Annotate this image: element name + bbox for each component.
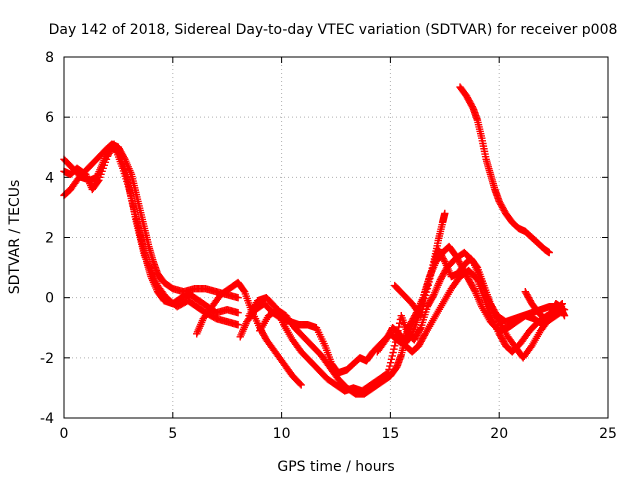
data-points xyxy=(60,83,569,398)
data-point xyxy=(420,298,428,306)
data-point xyxy=(100,161,108,169)
data-point xyxy=(387,355,396,364)
series-track-4 xyxy=(193,278,305,389)
data-point xyxy=(385,365,393,374)
data-point xyxy=(545,248,553,257)
data-point xyxy=(560,312,569,320)
x-tick-label: 0 xyxy=(60,426,69,442)
data-point xyxy=(296,380,304,388)
data-point xyxy=(97,170,105,179)
series-track-9 xyxy=(391,209,449,320)
y-tick-label: 2 xyxy=(45,231,54,247)
data-point xyxy=(428,264,436,273)
data-point xyxy=(102,155,111,163)
data-point xyxy=(390,345,398,353)
data-point xyxy=(422,288,431,296)
data-point xyxy=(234,321,242,329)
y-tick-label: 4 xyxy=(45,170,54,186)
x-tick-label: 20 xyxy=(490,426,508,442)
x-tick-label: 10 xyxy=(273,426,291,442)
data-point xyxy=(391,342,399,350)
data-point xyxy=(429,261,437,269)
data-point xyxy=(419,301,428,310)
series-track-3 xyxy=(60,140,242,329)
data-point xyxy=(388,352,397,360)
y-tick-label: 6 xyxy=(45,110,54,126)
data-point xyxy=(234,293,242,302)
chart-title: Day 142 of 2018, Sidereal Day-to-day VTE… xyxy=(49,22,618,38)
data-point xyxy=(426,274,434,283)
y-tick-label: -2 xyxy=(40,351,54,367)
data-point xyxy=(427,268,436,276)
data-point xyxy=(426,271,435,279)
data-point xyxy=(425,278,433,286)
data-point xyxy=(234,309,242,317)
data-point xyxy=(96,173,104,182)
data-point xyxy=(395,323,403,331)
data-point xyxy=(98,167,106,176)
data-point xyxy=(99,164,107,173)
data-point xyxy=(297,381,305,389)
data-point xyxy=(417,308,426,317)
data-point xyxy=(386,359,395,367)
y-tick-label: 8 xyxy=(45,50,54,66)
data-point xyxy=(391,338,400,346)
plot-frame xyxy=(63,56,609,419)
data-point xyxy=(386,362,394,370)
series-track-11 xyxy=(456,83,553,257)
y-tick-label: 0 xyxy=(45,291,54,307)
data-point xyxy=(94,177,102,186)
data-point xyxy=(95,176,103,185)
y-tick-label: -4 xyxy=(40,411,54,427)
data-point xyxy=(101,158,110,166)
data-point xyxy=(395,319,404,327)
y-axis-label: SDTVAR / TECUs xyxy=(7,180,23,295)
data-point xyxy=(421,295,429,303)
series-track-10 xyxy=(521,287,569,323)
x-tick-label: 15 xyxy=(381,426,399,442)
data-point xyxy=(424,281,432,289)
grid xyxy=(64,57,608,418)
x-axis-label: GPS time / hours xyxy=(277,459,394,475)
data-point xyxy=(441,209,449,218)
data-point xyxy=(417,312,425,320)
x-tick-label: 5 xyxy=(168,426,177,442)
data-point xyxy=(422,291,430,300)
data-point xyxy=(389,348,397,357)
data-point xyxy=(392,334,401,342)
data-point xyxy=(418,305,427,313)
data-point xyxy=(423,284,432,293)
x-tick-label: 25 xyxy=(599,426,617,442)
